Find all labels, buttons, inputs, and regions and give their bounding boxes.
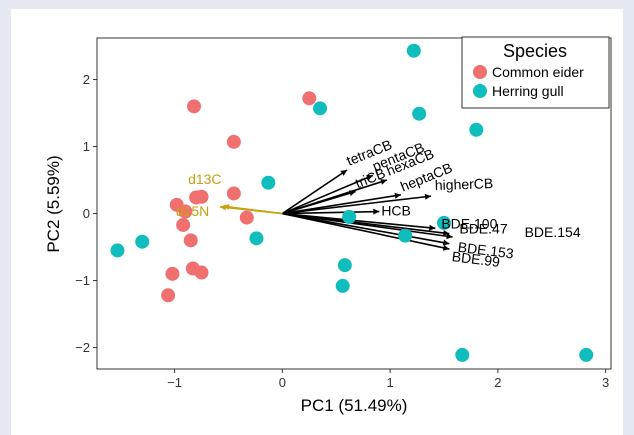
arrow-head-bde-99 [442, 244, 450, 251]
point-herring-gull [469, 122, 484, 137]
point-common-eider [226, 134, 241, 149]
loading-arrow-bde-153 [282, 212, 450, 245]
loading-arrow-bde-99 [282, 212, 450, 250]
arrow-head-bde-100 [429, 224, 436, 231]
point-herring-gull [436, 215, 451, 230]
point-common-eider [176, 217, 191, 232]
legend-key-herring-gull [473, 84, 487, 98]
arrow-head-bde-153 [442, 239, 450, 246]
loading-arrow-highercb [282, 195, 432, 215]
loading-arrow-pentacb [282, 174, 374, 215]
x-tick-label: 2 [494, 375, 501, 390]
point-herring-gull [342, 209, 357, 224]
loading-arrow-d15n [219, 206, 283, 215]
x-tick-label: 0 [279, 375, 286, 390]
arrow-head-highercb [424, 193, 432, 200]
x-axis-ticks: −1 0 1 2 3 [167, 369, 609, 390]
loading-label-d13c: d13C [188, 171, 221, 187]
point-common-eider [183, 233, 198, 248]
point-herring-gull [335, 278, 350, 293]
arrow-head-hexacb [380, 179, 387, 185]
y-tick-label: −2 [75, 340, 90, 355]
point-common-eider [226, 186, 241, 201]
loading-arrow-bde-154 [282, 212, 453, 238]
scatter-points [110, 43, 594, 362]
arrow-head-d15n [219, 204, 227, 211]
point-common-eider [239, 210, 254, 225]
loading-arrow-hcb [282, 210, 380, 215]
arrow-head-hcb [373, 208, 380, 215]
point-herring-gull [455, 347, 470, 362]
y-tick-label: −1 [75, 273, 90, 288]
arrow-head-tetracb [340, 169, 347, 176]
arrow-head-pentacb [366, 174, 373, 181]
y-tick-label: 1 [83, 139, 90, 154]
point-herring-gull [249, 231, 264, 246]
point-common-eider [178, 204, 193, 219]
figure-frame: −2 −1 0 1 2 −1 0 1 2 3 tetraCB pentaCB hexaCB triCB… [11, 9, 623, 435]
point-common-eider [189, 190, 204, 205]
point-herring-gull [313, 101, 328, 116]
point-common-eider [161, 288, 176, 303]
legend-title: Species [503, 41, 567, 61]
point-herring-gull [261, 175, 276, 190]
loading-label-bde-153: BDE.153 [457, 239, 515, 262]
y-axis-title: PC2 (5.59%) [44, 155, 63, 252]
loading-arrows [219, 169, 453, 251]
point-common-eider [194, 265, 209, 280]
point-herring-gull [337, 258, 352, 273]
loading-label-bde-154: BDE.154 [525, 224, 581, 240]
point-herring-gull [406, 43, 421, 58]
loading-arrow-heptacb [282, 193, 401, 215]
legend-key-common-eider [473, 65, 487, 79]
loading-arrow-tricb [282, 190, 356, 215]
point-common-eider [165, 266, 180, 281]
loading-label-bde-99: BDE.99 [451, 248, 501, 270]
point-herring-gull [398, 228, 413, 243]
x-tick-label: 1 [386, 375, 393, 390]
loading-arrow-tetracb [281, 169, 348, 215]
legend-label-herring-gull: Herring gull [492, 83, 564, 99]
loading-label-hcb: HCB [381, 203, 411, 219]
arrow-head-tricb [349, 190, 356, 197]
loading-label-highercb: higherCB [435, 175, 494, 193]
loading-label-d15n: d15N [176, 203, 209, 219]
point-herring-gull [135, 234, 150, 249]
legend: Species Common eider Herring gull [461, 36, 610, 109]
arrow-head-heptacb [394, 192, 401, 199]
x-axis-title: PC1 (51.49%) [301, 396, 408, 415]
point-common-eider [186, 99, 201, 114]
point-herring-gull [110, 243, 125, 258]
y-tick-label: 2 [83, 72, 90, 87]
x-tick-label: 3 [602, 375, 609, 390]
loading-label-bde-100: BDE.100 [441, 215, 497, 231]
legend-label-common-eider: Common eider [492, 64, 584, 80]
y-axis-ticks: −2 −1 0 1 2 [75, 72, 97, 355]
y-tick-label: 0 [83, 206, 90, 221]
arrow-head-bde-47 [443, 229, 450, 236]
point-herring-gull [579, 347, 594, 362]
point-herring-gull [412, 106, 427, 121]
arrow-head-bde-154 [446, 233, 453, 240]
x-tick-label: −1 [167, 375, 182, 390]
loading-label-bde-47: BDE.47 [459, 221, 507, 237]
point-common-eider [302, 91, 317, 106]
